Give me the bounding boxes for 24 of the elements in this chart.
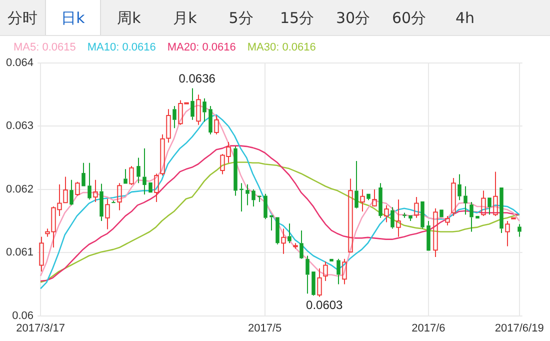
y-tick-label: 0.06 (12, 310, 34, 322)
x-tick-label: 2017/3/17 (16, 322, 66, 334)
text: MA20: 0.0616 (167, 42, 236, 54)
text: MA30: 0.0616 (247, 42, 316, 54)
text: 15分 (278, 8, 316, 29)
y-tick-label: 0.063 (6, 120, 34, 132)
text: MA10: 0.0616 (87, 42, 156, 54)
annotation: 0.0636 (178, 72, 216, 86)
text: 30分 (334, 8, 372, 29)
annotation: 0.0603 (306, 298, 344, 312)
x-tick-label: 2017/6/19 (494, 322, 544, 334)
text: 分时 (6, 8, 38, 29)
y-tick-label: 0.064 (6, 57, 34, 70)
y-tick-label: 0.062 (6, 183, 34, 196)
y-tick-label: 0.061 (6, 246, 34, 259)
text: MA5: 0.0615 (14, 42, 76, 54)
text: 月k (172, 8, 198, 29)
text: 4h (454, 8, 476, 29)
text: 日k (45, 0, 101, 35)
text: 5分 (228, 8, 254, 29)
x-tick-label: 2017/6 (412, 322, 446, 334)
x-tick-label: 2017/5 (248, 322, 282, 334)
text: 60分 (390, 8, 428, 29)
text: 周k (116, 8, 142, 29)
